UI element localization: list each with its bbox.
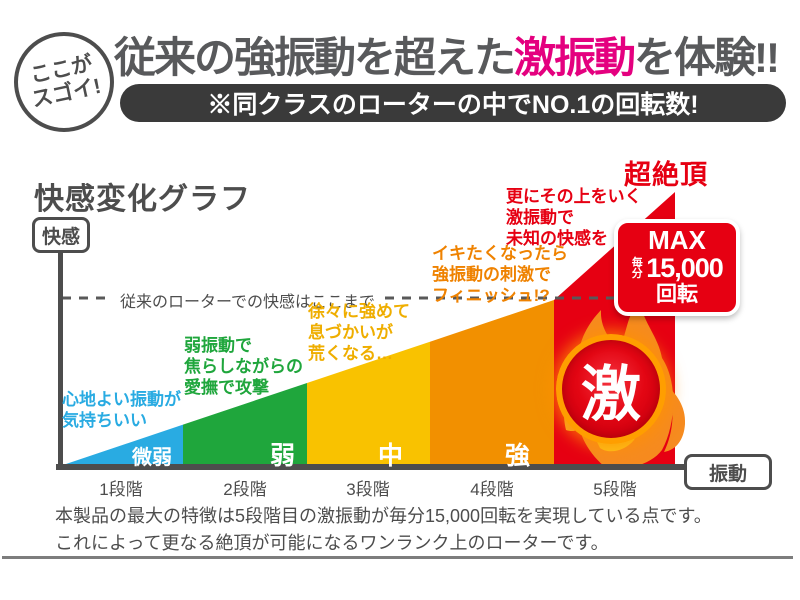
stage-3-annotation: 徐々に強めて 息づかいが 荒くなる…: [308, 302, 410, 363]
footer-copy: 本製品の最大の特徴は5段階目の激振動が毎分15,000回転を実現している点です。…: [55, 503, 712, 557]
stage-2-annotation: 弱振動で 焦らしながらの 愛撫で攻撃: [184, 336, 303, 397]
subheadline-bar: ※同クラスのローターの中でNO.1の回転数!: [120, 84, 786, 122]
headline: 従来の強振動を超えた激振動を体験!!: [114, 24, 794, 85]
x-axis-label-box: 振動: [684, 454, 772, 490]
kokoga-sugoi-badge: ここが スゴイ!: [14, 32, 114, 132]
x-axis-line: [56, 464, 693, 470]
stage-3-bar-label: 中: [377, 442, 403, 470]
footer-line-1: 本製品の最大の特徴は5段階目の激振動が毎分15,000回転を実現している点です。: [55, 506, 712, 526]
stage-3-area: [307, 341, 430, 466]
stage-2-area: [183, 383, 307, 466]
max-rpm-value-row: 毎分 15,000: [618, 255, 736, 282]
headline-highlight: 激振動: [514, 34, 636, 81]
footer-line-2: これによって更なる絶頂が可能になるワンランク上のローターです。: [55, 533, 609, 553]
y-axis-label-box: 快感: [32, 217, 90, 253]
stage-5-annotation: 更にその上をいく 激振動で 未知の快感を: [506, 187, 642, 248]
x-axis-label: 振動: [708, 463, 747, 485]
stage-4-annotation: イキたくなったら 強振動の刺激で フィニッシュ!?: [432, 244, 568, 305]
max-rpm-value: 15,000: [646, 253, 724, 283]
stage-4-bar-label: 強: [504, 442, 530, 470]
bottom-divider: [2, 556, 793, 559]
subheadline-text: ※同クラスのローターの中でNO.1の回転数!: [207, 91, 699, 119]
badge-text: ここが スゴイ!: [25, 51, 103, 113]
x-tick-4: 4段階: [470, 480, 514, 499]
max-rpm-badge: MAX 毎分 15,000 回転: [614, 219, 740, 316]
headline-post: を体験!!: [634, 34, 780, 81]
stage-5-bar-label: 激: [581, 360, 641, 428]
stage-4-area: [430, 300, 554, 466]
y-axis-line: [58, 247, 63, 469]
geki-flame-medallion: 激: [556, 334, 666, 444]
x-tick-5: 5段階: [593, 480, 637, 499]
stage-2-bar-label: 弱: [269, 442, 295, 470]
threshold-label: 従来のローターでの快感はここまで: [110, 288, 386, 312]
flame-tongue-right-icon: [664, 384, 686, 452]
max-rpm-title: MAX: [648, 225, 706, 255]
peak-label: 超絶頂: [624, 160, 708, 190]
x-tick-1: 1段階: [99, 480, 143, 499]
stage-1-annotation: 心地よい振動が 気持ちいい: [62, 390, 181, 430]
max-rpm-unit: 回転: [656, 283, 698, 306]
x-tick-3: 3段階: [346, 480, 390, 499]
max-rpm-prefix: 毎分: [631, 256, 643, 280]
x-tick-2: 2段階: [223, 480, 267, 499]
chart-title: 快感変化グラフ: [34, 183, 251, 216]
y-axis-label: 快感: [41, 226, 80, 248]
stage-1-area: [60, 424, 183, 466]
headline-pre: 従来の強振動を超えた: [114, 34, 516, 81]
stage-1-bar-label: 微弱: [132, 447, 172, 469]
